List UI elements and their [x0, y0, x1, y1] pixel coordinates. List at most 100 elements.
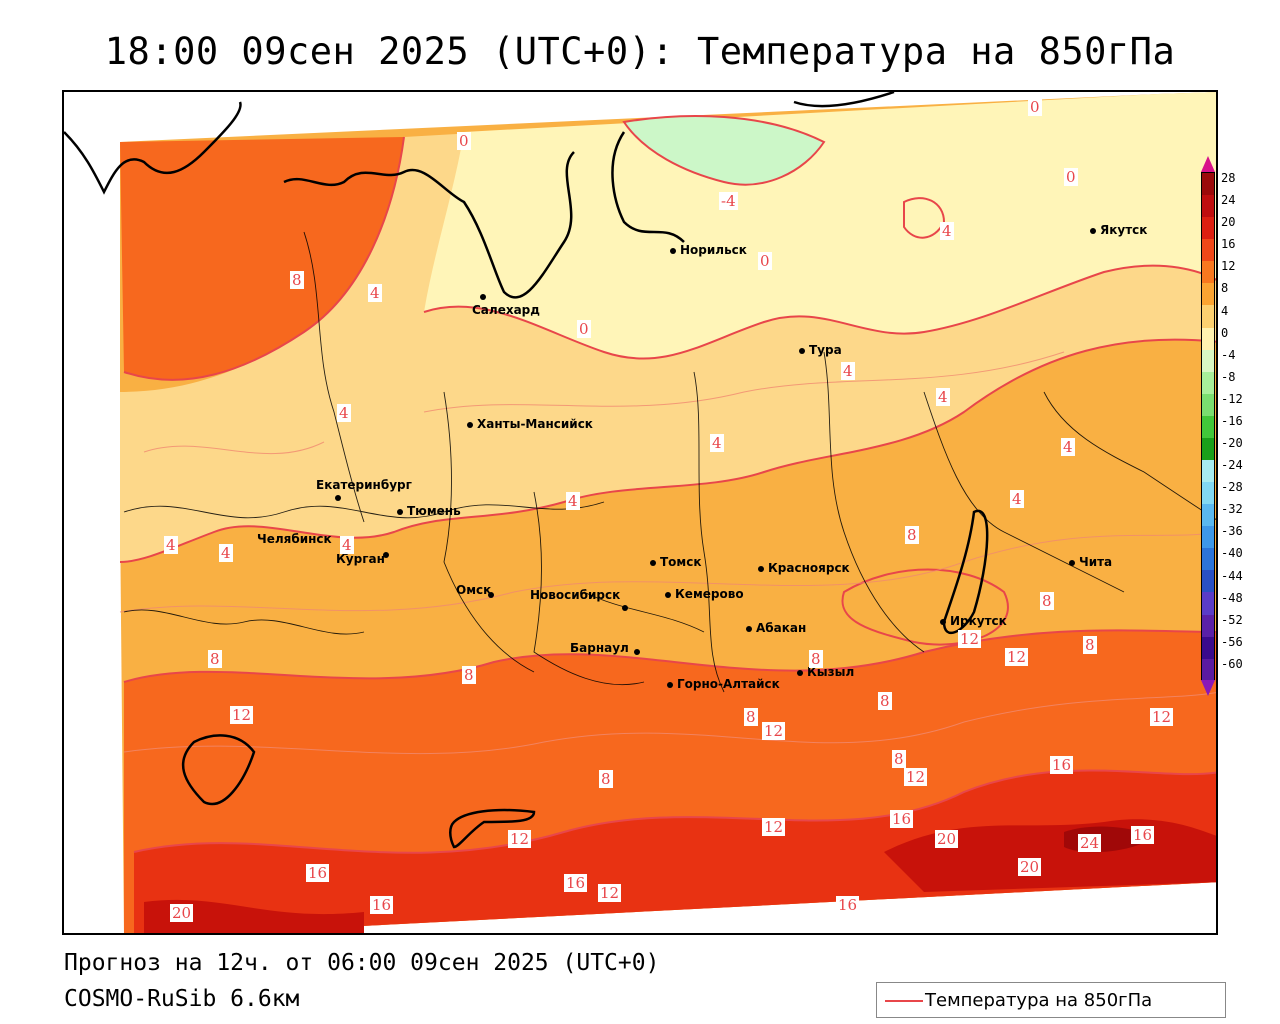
city-gorno-altaysk: Горно-Алтайск	[667, 678, 780, 690]
scale-tick-label: -28	[1221, 480, 1243, 495]
scale-tick-label: -40	[1221, 546, 1243, 561]
contour-label: 0	[577, 320, 591, 338]
contour-label: 4	[1010, 490, 1024, 508]
scale-tick-label: -16	[1221, 413, 1243, 428]
city-label: Красноярск	[768, 561, 850, 575]
contour-label: 8	[905, 526, 919, 544]
scale-segment	[1202, 570, 1214, 593]
contour-label: 12	[230, 706, 254, 724]
contour-label: 4	[710, 434, 724, 452]
contour-label: 4	[566, 492, 580, 510]
scale-segment	[1202, 217, 1214, 240]
contour-label: 0	[1064, 168, 1078, 186]
contour-label: 4	[337, 404, 351, 422]
contour-label: 8	[809, 650, 823, 668]
scale-tick-label: 24	[1221, 193, 1236, 208]
scale-up-arrow-icon	[1201, 156, 1215, 172]
city-dot-icon	[1069, 559, 1075, 566]
contour-label: 4	[841, 362, 855, 380]
scale-segment	[1202, 371, 1214, 394]
city-dot-icon	[940, 618, 946, 625]
scale-tick-label: -52	[1221, 612, 1243, 627]
contour-label: 12	[762, 722, 786, 740]
scale-tick-label: -60	[1221, 656, 1243, 671]
scale-tick-label: 8	[1221, 281, 1229, 296]
scale-segment	[1202, 614, 1214, 637]
city-chita: Чита	[1069, 556, 1112, 568]
scale-segment	[1202, 195, 1214, 218]
contour-label: 16	[836, 896, 860, 914]
city-label: Омск	[456, 583, 492, 597]
city-dot-icon	[622, 604, 628, 611]
contour-label: 8	[892, 750, 906, 768]
city-label: Иркутск	[950, 614, 1007, 628]
city-dot-icon	[467, 421, 473, 428]
city-khanty-mansiysk: Ханты-Мансийск	[467, 418, 593, 430]
scale-segment	[1202, 437, 1214, 461]
scale-tick-label: 28	[1221, 171, 1236, 185]
city-tyumen: Тюмень	[397, 505, 461, 517]
city-label: Челябинск	[257, 532, 332, 546]
city-dot-icon	[650, 559, 656, 566]
forecast-info: Прогноз на 12ч. от 06:00 09сен 2025 (UTC…	[64, 950, 660, 976]
contour-label: 12	[904, 768, 928, 786]
contour-label: 8	[1083, 636, 1097, 654]
scale-segment	[1202, 173, 1214, 196]
city-dot-icon	[335, 494, 341, 501]
contour-label: 4	[940, 222, 954, 240]
map-title: 18:00 09сен 2025 (UTC+0): Температура на…	[104, 30, 1176, 73]
scale-tick-label: -32	[1221, 502, 1243, 517]
scale-segment	[1202, 526, 1214, 549]
contour-label: 0	[1028, 98, 1042, 116]
city-label: Барнаул	[570, 641, 629, 655]
city-irkutsk: Иркутск	[940, 615, 1007, 627]
city-kurgan	[383, 548, 393, 560]
temperature-map: Салехард Норильск Якутск Тура Ханты-Манс…	[62, 90, 1218, 935]
scale-segment	[1202, 504, 1214, 527]
city-label: Екатеринбург	[316, 478, 412, 492]
city-dot-icon	[1090, 227, 1096, 234]
contour-label: 4	[164, 536, 178, 554]
city-dot-icon	[488, 591, 494, 598]
contour-label: 16	[1131, 826, 1155, 844]
color-scale-bar	[1201, 172, 1215, 681]
city-dot-icon	[797, 669, 803, 676]
contour-label: 4	[368, 284, 382, 302]
scale-tick-label: -48	[1221, 590, 1243, 605]
contour-label: 8	[878, 692, 892, 710]
city-tura: Тура	[799, 344, 842, 356]
city-barnaul	[634, 645, 644, 657]
city-tomsk: Томск	[650, 556, 702, 568]
city-dot-icon	[383, 551, 389, 558]
city-yekaterinburg	[335, 491, 345, 503]
city-label: Курган	[336, 552, 385, 566]
scale-tick-label: 20	[1221, 215, 1236, 230]
contour-label: 0	[758, 252, 772, 270]
city-label: Томск	[660, 555, 702, 569]
city-dot-icon	[758, 565, 764, 572]
contour-label: 8	[744, 708, 758, 726]
city-label: Новосибирск	[530, 588, 621, 602]
city-kyzyl: Кызыл	[797, 666, 854, 678]
city-kemerovo: Кемерово	[665, 588, 744, 600]
legend-line-icon	[885, 1000, 923, 1002]
city-label: Норильск	[680, 243, 747, 257]
legend-label: Температура на 850гПа	[925, 990, 1153, 1011]
contour-label: 8	[462, 666, 476, 684]
scale-tick-label: -8	[1221, 369, 1236, 384]
city-label: Салехард	[472, 303, 540, 317]
legend: Температура на 850гПа	[876, 982, 1226, 1018]
scale-tick-label: -20	[1221, 436, 1243, 451]
scale-tick-label: -4	[1221, 347, 1236, 362]
scale-tick-label: -36	[1221, 524, 1243, 539]
city-omsk	[488, 588, 498, 600]
city-norilsk: Норильск	[670, 244, 747, 256]
contour-label: 4	[340, 536, 354, 554]
scale-segment	[1202, 460, 1214, 483]
contour-label: 12	[958, 630, 982, 648]
scale-segment	[1202, 415, 1214, 438]
contour-label: 12	[1150, 708, 1174, 726]
contour-label: 12	[762, 818, 786, 836]
contour-label: 8	[599, 770, 613, 788]
contour-label: 16	[306, 864, 330, 882]
